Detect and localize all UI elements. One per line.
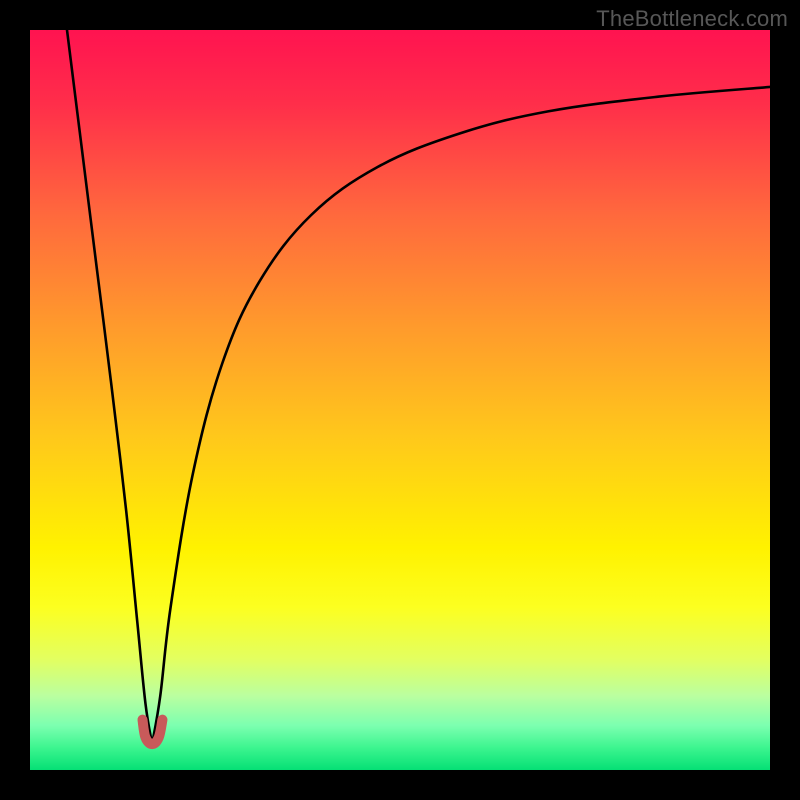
chart-svg (30, 30, 770, 770)
watermark-text: TheBottleneck.com (596, 6, 788, 32)
chart-frame: TheBottleneck.com (0, 0, 800, 800)
plot-area (30, 30, 770, 770)
